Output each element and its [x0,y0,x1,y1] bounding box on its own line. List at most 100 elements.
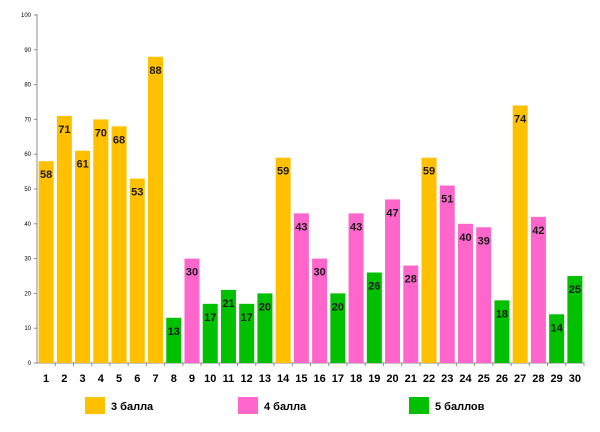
data-label: 21 [222,298,234,310]
data-label: 30 [313,267,325,279]
data-label: 59 [423,166,435,178]
data-label: 20 [332,301,344,313]
data-label: 30 [186,267,198,279]
x-tick-label: 6 [134,373,140,385]
data-label: 58 [40,169,52,181]
bar [56,115,72,363]
legend-label: 3 балла [111,401,154,413]
data-label: 70 [95,127,107,139]
data-label: 53 [131,187,143,199]
data-label: 13 [168,326,180,338]
y-tick-label: 40 [24,222,31,228]
x-tick-label: 13 [259,373,271,385]
data-label: 17 [204,312,216,324]
bar [75,150,91,363]
data-label: 42 [532,225,544,237]
data-label: 14 [551,322,564,334]
x-tick-label: 27 [514,373,526,385]
data-label: 88 [149,65,161,77]
bar [312,258,328,363]
data-label: 39 [478,235,490,247]
data-label: 40 [459,232,471,244]
x-tick-label: 11 [223,373,235,385]
x-tick-label: 22 [423,373,435,385]
data-label: 28 [405,274,417,286]
bar [403,265,419,363]
legend-label: 5 баллов [435,401,485,413]
bar [366,272,382,363]
y-tick-label: 0 [28,361,32,367]
data-label: 71 [58,124,70,136]
x-tick-label: 28 [532,373,544,385]
y-tick-label: 90 [24,48,31,54]
y-tick-label: 100 [21,13,32,19]
bar [330,293,346,363]
x-tick-label: 16 [313,373,325,385]
x-tick-label: 5 [116,373,122,385]
x-tick-label: 29 [551,373,563,385]
bar [166,317,182,363]
x-tick-label: 3 [80,373,86,385]
x-tick-label: 26 [496,373,508,385]
y-tick-label: 70 [24,117,31,123]
bar [111,126,127,363]
legend-swatch [85,397,105,414]
bar [239,303,255,363]
legend-label: 4 балла [264,401,307,413]
x-tick-label: 18 [350,373,362,385]
x-tick-label: 7 [152,373,158,385]
x-tick-label: 8 [171,373,177,385]
data-label: 25 [569,284,581,296]
data-label: 59 [277,166,289,178]
x-tick-label: 21 [405,373,417,385]
data-label: 43 [295,221,307,233]
data-label: 43 [350,221,362,233]
data-label: 26 [368,281,380,293]
x-tick-label: 15 [295,373,307,385]
x-tick-label: 20 [386,373,398,385]
bar [549,314,565,363]
x-tick-label: 10 [204,373,216,385]
x-tick-label: 30 [569,373,581,385]
x-tick-label: 19 [368,373,380,385]
bar [567,276,583,363]
data-label: 68 [113,134,125,146]
data-label: 74 [514,113,527,125]
bar [184,258,200,363]
bar [38,161,54,363]
x-tick-label: 17 [332,373,344,385]
bar [293,213,309,363]
x-tick-label: 25 [478,373,490,385]
bar [348,213,364,363]
x-tick-label: 1 [43,373,49,385]
y-tick-label: 10 [24,326,31,332]
bar [439,185,455,363]
y-tick-label: 80 [24,83,31,89]
bar [275,157,291,363]
bar [257,293,273,363]
data-label: 47 [386,207,398,219]
bar [129,178,145,363]
bar [421,157,437,363]
legend-swatch [409,397,429,414]
data-label: 18 [496,308,508,320]
bar [220,289,236,363]
x-tick-label: 9 [189,373,195,385]
data-label: 51 [441,194,453,206]
bar [148,56,164,363]
x-tick-label: 2 [61,373,67,385]
bar [530,216,546,363]
bar [512,105,528,363]
x-tick-label: 23 [441,373,453,385]
data-label: 17 [241,312,253,324]
y-tick-label: 60 [24,152,31,158]
y-tick-label: 50 [24,187,31,193]
bar [202,303,218,363]
bar [457,223,473,363]
data-label: 20 [259,301,271,313]
legend-swatch [238,397,258,414]
x-tick-label: 12 [241,373,253,385]
y-tick-label: 30 [24,257,31,263]
bar [476,227,492,363]
